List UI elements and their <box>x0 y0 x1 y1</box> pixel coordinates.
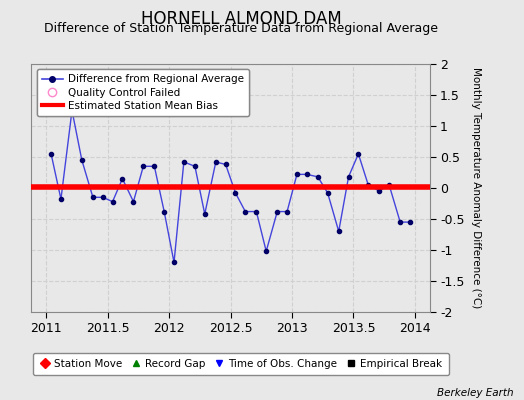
Y-axis label: Monthly Temperature Anomaly Difference (°C): Monthly Temperature Anomaly Difference (… <box>471 67 481 309</box>
Text: HORNELL ALMOND DAM: HORNELL ALMOND DAM <box>140 10 342 28</box>
Legend: Station Move, Record Gap, Time of Obs. Change, Empirical Break: Station Move, Record Gap, Time of Obs. C… <box>33 353 449 375</box>
Text: Berkeley Earth: Berkeley Earth <box>437 388 514 398</box>
Text: Difference of Station Temperature Data from Regional Average: Difference of Station Temperature Data f… <box>44 22 438 35</box>
Legend: Difference from Regional Average, Quality Control Failed, Estimated Station Mean: Difference from Regional Average, Qualit… <box>37 69 249 116</box>
